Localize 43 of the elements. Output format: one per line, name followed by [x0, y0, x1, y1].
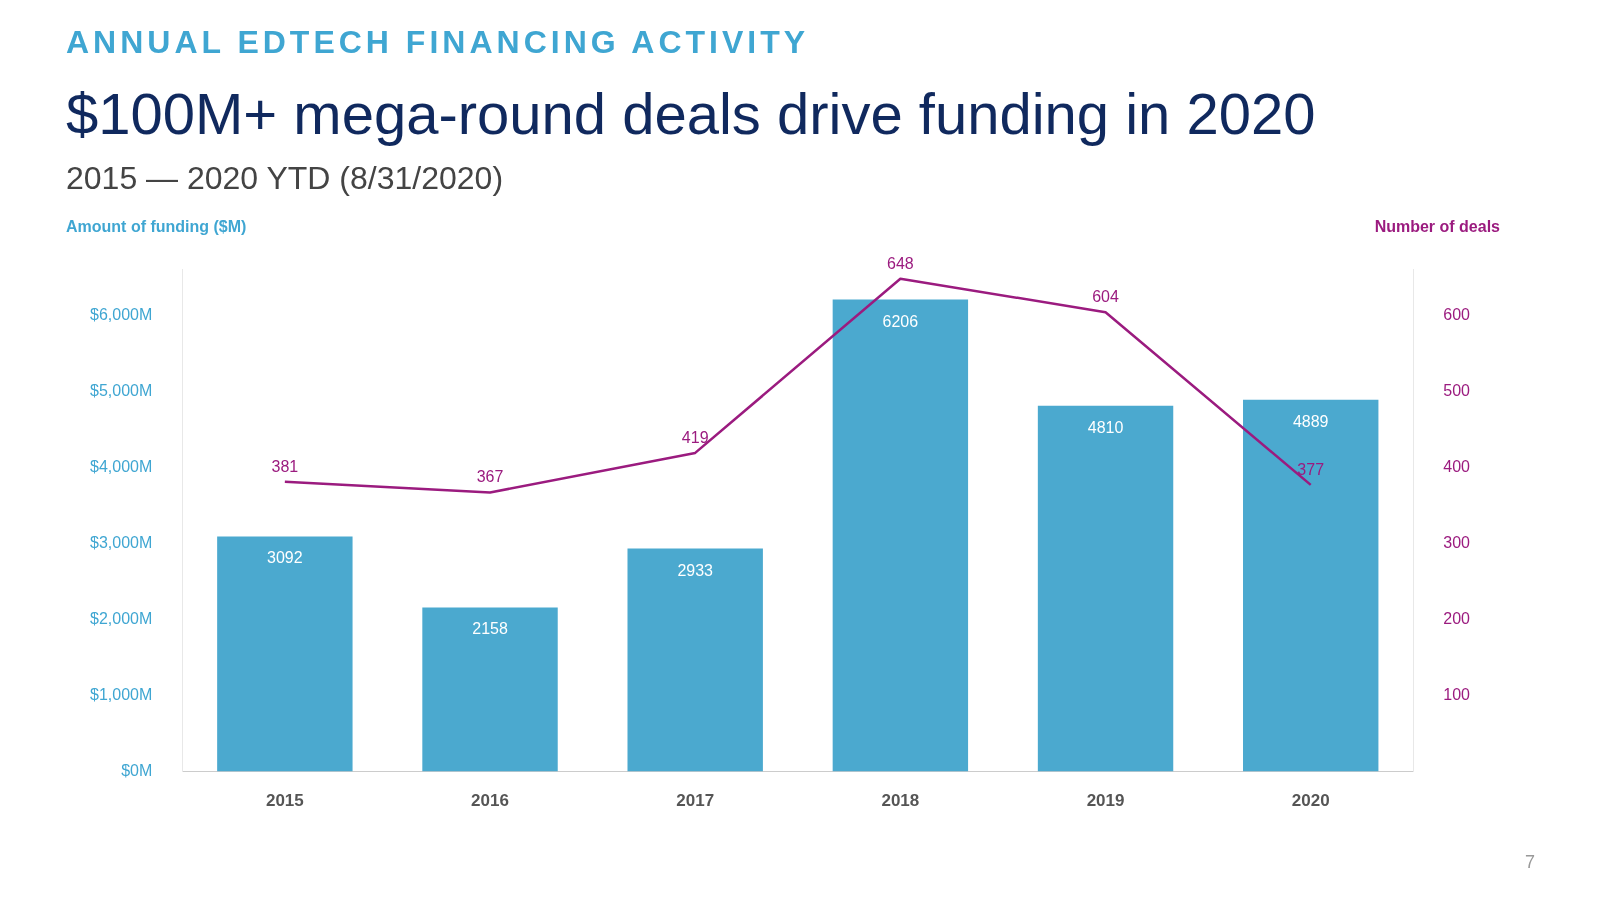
- x-tick-label: 2016: [471, 791, 509, 811]
- data-label: 4810: [1087, 418, 1124, 436]
- chart-title: $100M+ mega-round deals drive funding in 2020: [66, 80, 1316, 147]
- x-tick-label: 2019: [1086, 791, 1125, 811]
- bar: [422, 607, 558, 772]
- y2-tick-label: 600: [1443, 305, 1471, 323]
- y-tick-label: $1,000M: [90, 685, 153, 703]
- bar: [832, 299, 969, 772]
- bar: [1037, 405, 1174, 772]
- y-tick-label: $2,000M: [90, 609, 153, 627]
- text: 2015 — 2020 YTD (8/31/2020): [66, 160, 504, 197]
- data-label: 2158: [472, 620, 508, 638]
- data-label: 648: [887, 254, 914, 272]
- text: 7: [1525, 852, 1536, 873]
- y2-axis-title: Number of deals: [1374, 218, 1500, 236]
- bar: [217, 536, 353, 772]
- data-label: 604: [1092, 288, 1119, 306]
- y2-tick-label: 300: [1443, 533, 1471, 551]
- data-label: 381: [271, 457, 299, 475]
- y-tick-label: $0M: [121, 762, 153, 780]
- y2-tick-label: 400: [1443, 457, 1471, 475]
- chart-subtitle: ANNUAL EDTECH FINANCING ACTIVITY: [66, 24, 810, 61]
- data-label: 367: [476, 468, 504, 486]
- x-tick-label: 2017: [676, 791, 715, 811]
- x-tick-label: 2015: [265, 791, 304, 811]
- y-tick-label: $5,000M: [90, 381, 153, 399]
- data-label: 4889: [1292, 412, 1329, 430]
- data-label: 419: [681, 428, 709, 446]
- bar: [1243, 399, 1379, 772]
- data-label: 3092: [267, 549, 303, 567]
- data-label: 6206: [882, 312, 919, 330]
- y2-tick-label: 500: [1443, 381, 1471, 399]
- bar: [627, 548, 763, 772]
- y-tick-label: $4,000M: [90, 457, 153, 475]
- y-axis-title: Amount of funding ($M): [66, 218, 247, 236]
- y-tick-label: $3,000M: [90, 533, 153, 551]
- x-tick-label: 2020: [1291, 791, 1330, 811]
- y2-tick-label: 200: [1443, 609, 1471, 627]
- y-tick-label: $6,000M: [90, 305, 153, 323]
- y2-tick-label: 100: [1443, 685, 1471, 703]
- data-label: 377: [1297, 460, 1325, 478]
- x-tick-label: 2018: [881, 791, 920, 811]
- data-label: 2933: [677, 561, 714, 579]
